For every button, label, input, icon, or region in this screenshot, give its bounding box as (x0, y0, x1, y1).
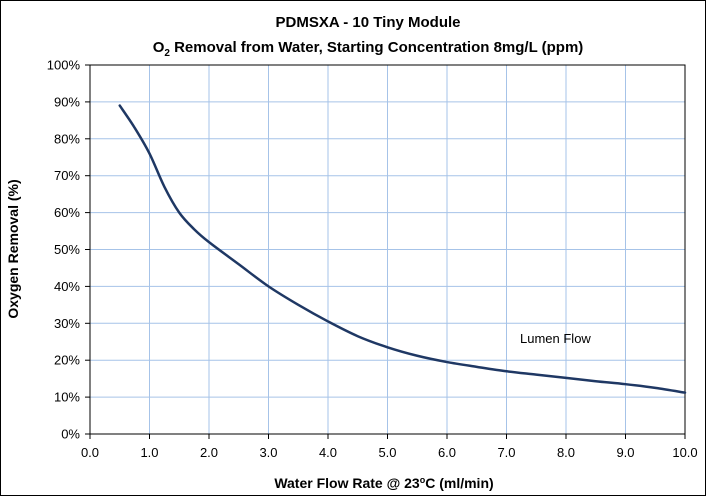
x-tick-label: 8.0 (557, 445, 575, 460)
x-axis-title-rest: C (ml/min) (425, 475, 493, 491)
subtitle-rest: Removal from Water, Starting Concentrati… (170, 39, 583, 56)
x-axis-title-degree: o (420, 475, 426, 485)
series-line (118, 104, 687, 394)
series-layer (118, 104, 687, 394)
x-axis-title-prefix: Water Flow Rate @ 23 (274, 475, 420, 491)
x-tick-label: 6.0 (438, 445, 456, 460)
x-tick-label: 2.0 (200, 445, 218, 460)
y-tick-label: 40% (54, 279, 80, 294)
x-tick-label: 5.0 (378, 445, 396, 460)
lumen-flow-annotation: Lumen Flow (520, 331, 591, 346)
x-tick-label: 9.0 (616, 445, 634, 460)
chart-subtitle: O2 Removal from Water, Starting Concentr… (153, 39, 584, 59)
x-tick-label: 1.0 (140, 445, 158, 460)
y-tick-label: 30% (54, 316, 80, 331)
y-tick-label: 70% (54, 168, 80, 183)
y-tick-label: 80% (54, 131, 80, 146)
x-axis-title: Water Flow Rate @ 23oC (ml/min) (274, 475, 493, 491)
x-tick-label: 10.0 (672, 445, 697, 460)
x-tick-label: 3.0 (259, 445, 277, 460)
y-tick-label: 50% (54, 242, 80, 257)
x-tick-label: 7.0 (497, 445, 515, 460)
y-tick-label: 20% (54, 353, 80, 368)
x-tick-label: 0.0 (81, 445, 99, 460)
y-tick-label: 0% (61, 427, 80, 442)
y-tick-label: 100% (47, 58, 81, 73)
chart-title: PDMSXA - 10 Tiny Module (275, 14, 460, 31)
subtitle-subscript: 2 (164, 48, 170, 59)
y-tick-label: 90% (54, 94, 80, 109)
y-tick-label: 60% (54, 205, 80, 220)
subtitle-prefix: O (153, 39, 165, 56)
y-axis-title: Oxygen Removal (%) (5, 179, 21, 318)
x-axis: 0.0 1.0 2.0 3.0 4.0 5.0 6.0 7.0 8.0 9.0 10.0 (81, 434, 698, 460)
y-tick-label: 10% (54, 390, 80, 405)
y-axis: 0% 10% 20% 30% 40% 50% 60% 70% 80% 90% 100% (47, 58, 90, 442)
x-tick-label: 4.0 (319, 445, 337, 460)
